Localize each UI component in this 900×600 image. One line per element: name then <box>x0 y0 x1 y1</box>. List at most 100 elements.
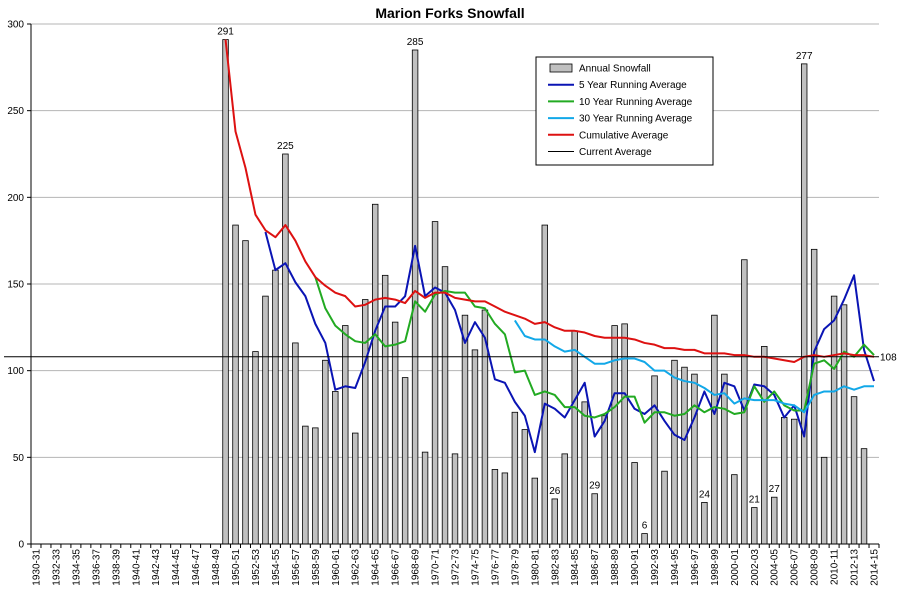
snowfall-bar <box>751 507 758 545</box>
y-tick-label: 100 <box>7 366 24 377</box>
legend-swatch-bar <box>549 63 573 73</box>
snowfall-bar <box>411 49 419 545</box>
x-tick-label: 2008-09 <box>810 549 821 586</box>
x-tick-label: 1988-89 <box>610 549 621 586</box>
snowfall-bar <box>461 314 469 545</box>
snowfall-bar <box>262 295 269 545</box>
bar-value-label: 6 <box>642 521 648 532</box>
x-tick-label: 1982-83 <box>550 549 561 586</box>
x-tick-label: 1930-31 <box>31 549 42 586</box>
snowfall-bar <box>352 432 359 545</box>
x-tick-label: 1946-47 <box>191 549 202 586</box>
snowfall-bar <box>491 469 499 545</box>
y-tick-label: 0 <box>18 540 24 551</box>
snowfall-bar <box>800 63 808 545</box>
legend: Annual Snowfall 5 Year Running Average 10 … <box>535 56 714 166</box>
snowfall-bar <box>501 472 509 545</box>
x-tick-label: 1996-97 <box>690 549 701 586</box>
snowfall-bar <box>322 359 329 545</box>
x-axis-ticks: 1930-31 1932-33 1934-35 1936-37 1938-39 1940-… <box>30 544 881 586</box>
snowfall-bar <box>232 224 239 545</box>
snowfall-bar <box>711 314 718 545</box>
legend-entry: Current Average <box>579 147 652 158</box>
bar-value-label: 291 <box>217 27 234 38</box>
x-tick-label: 1960-61 <box>331 549 342 586</box>
legend-entry: 30 Year Running Average <box>579 114 693 125</box>
snowfall-bar <box>391 321 399 545</box>
x-tick-label: 2002-03 <box>750 549 761 586</box>
snowfall-bar <box>781 417 788 545</box>
snowfall-bar <box>631 462 638 545</box>
chart-title: Marion Forks Snowfall <box>375 5 524 21</box>
current-average-line: 108 <box>4 352 897 363</box>
snowfall-bar <box>242 240 249 545</box>
x-tick-label: 1974-75 <box>470 549 481 586</box>
snowfall-bar <box>581 401 588 545</box>
y-tick-label: 300 <box>7 20 24 31</box>
current-average-label: 108 <box>880 352 897 363</box>
x-tick-label: 1932-33 <box>51 549 62 586</box>
x-tick-label: 1950-51 <box>231 549 242 586</box>
30-year-running-average-line <box>514 319 875 414</box>
x-tick-label: 1962-63 <box>351 549 362 586</box>
x-tick-label: 1986-87 <box>590 549 601 586</box>
snowfall-bar <box>381 274 389 545</box>
y-tick-label: 50 <box>13 453 25 464</box>
snowfall-bar <box>431 221 439 545</box>
snowfall-bar <box>521 429 529 545</box>
x-tick-label: 2000-01 <box>730 549 741 586</box>
snowfall-bar <box>511 411 519 545</box>
snowfall-bar <box>761 345 768 545</box>
snowfall-bar <box>671 359 678 545</box>
snowfall-bar <box>651 375 658 545</box>
bar-value-label: 27 <box>769 484 781 495</box>
snowfall-bar <box>791 418 798 545</box>
x-tick-label: 2012-13 <box>850 549 861 586</box>
legend-entry: Cumulative Average <box>579 130 669 141</box>
x-tick-label: 1984-85 <box>570 549 581 586</box>
snowfall-bar <box>661 470 668 545</box>
x-tick-label: 1972-73 <box>451 549 462 586</box>
x-tick-label: 1952-53 <box>251 549 262 586</box>
snowfall-bar <box>332 391 339 545</box>
bar-annotations: 291 225 285 26 29 6 24 21 27 277 <box>217 27 813 532</box>
snowfall-bar <box>611 325 618 545</box>
bar-value-label: 285 <box>407 37 424 48</box>
legend-entry: Annual Snowfall <box>579 64 651 75</box>
snowfall-bar <box>541 224 548 545</box>
snowfall-bar <box>721 373 728 545</box>
x-tick-label: 1956-57 <box>291 549 302 586</box>
snowfall-bar <box>272 269 279 545</box>
x-tick-label: 1940-41 <box>131 549 142 586</box>
snowfall-bar <box>471 349 479 545</box>
x-tick-label: 1970-71 <box>431 549 442 586</box>
y-tick-label: 150 <box>7 280 24 291</box>
gridlines <box>31 23 879 458</box>
snowfall-bar <box>441 266 449 545</box>
snowfall-bar <box>421 451 429 545</box>
bar-value-label: 21 <box>749 495 761 506</box>
bar-value-label: 24 <box>699 489 711 500</box>
snowfall-bar <box>451 453 459 545</box>
legend-box <box>535 56 714 166</box>
snowfall-bar <box>701 501 708 545</box>
y-tick-label: 250 <box>7 106 24 117</box>
x-tick-label: 1938-39 <box>111 549 122 586</box>
snowfall-bar <box>561 453 568 545</box>
snowfall-bar <box>312 427 319 545</box>
x-tick-label: 2010-11 <box>830 549 841 585</box>
bar-value-label: 29 <box>589 481 601 492</box>
snowfall-bar <box>830 295 838 545</box>
x-tick-label: 1976-77 <box>490 549 501 586</box>
10-year-running-average-line <box>314 276 875 424</box>
x-tick-label: 2006-07 <box>790 549 801 586</box>
snowfall-bar <box>681 366 688 545</box>
x-tick-label: 2014-15 <box>870 549 881 586</box>
x-tick-label: 1966-67 <box>391 549 402 586</box>
x-tick-label: 1942-43 <box>151 549 162 586</box>
snowfall-bar <box>342 325 349 545</box>
x-tick-label: 1980-81 <box>530 549 541 586</box>
snowfall-bar <box>371 203 379 545</box>
x-tick-label: 1934-35 <box>71 549 82 586</box>
